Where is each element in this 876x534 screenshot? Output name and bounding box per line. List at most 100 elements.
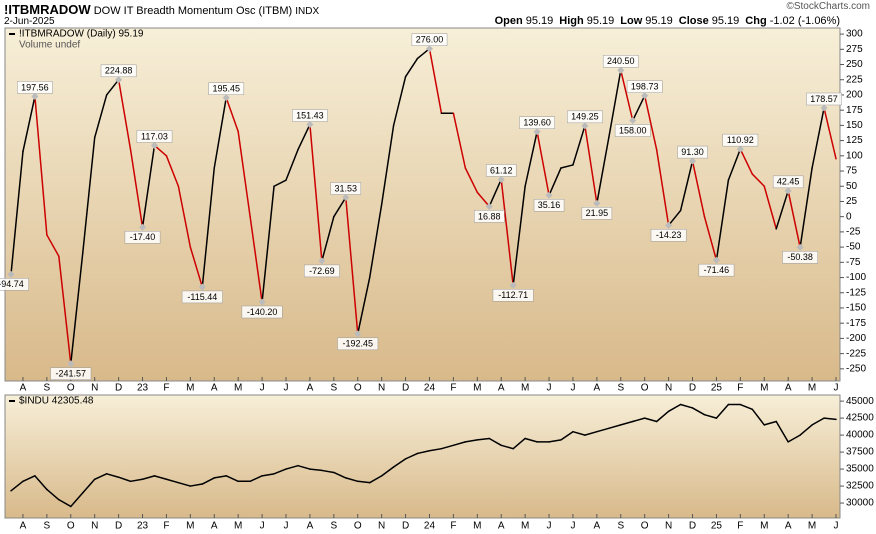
- value-label: -17.40: [124, 223, 161, 244]
- line-segment: [500, 444, 514, 450]
- value-label: 110.92: [722, 133, 759, 153]
- value-label: 195.45: [208, 82, 245, 102]
- value-label-box: [650, 229, 687, 242]
- point-marker: [533, 128, 541, 136]
- line-segment: [643, 94, 658, 151]
- x-tick-label: A: [785, 521, 792, 532]
- line-segment: [608, 424, 622, 430]
- indicator-name: DOW IT Breadth Momentum Osc (ITBM): [93, 5, 293, 17]
- line-segment: [165, 478, 180, 484]
- line-segment: [10, 480, 24, 492]
- line-segment: [201, 477, 216, 485]
- legend: $INDU 42305.48: [9, 396, 94, 407]
- line-segment: [452, 441, 467, 447]
- line-segment: [739, 148, 754, 175]
- value-label-text: -14.23: [656, 230, 682, 240]
- line-segment: [500, 178, 514, 287]
- line-segment: [58, 498, 72, 508]
- value-label: 151.43: [292, 109, 328, 129]
- x-tick-label: S: [617, 383, 624, 394]
- line-segment: [464, 439, 479, 443]
- line-segment: [584, 125, 598, 205]
- title-row: !ITBMRADOW DOW IT Breadth Momentum Osc (…: [4, 2, 319, 17]
- line-segment: [464, 167, 479, 194]
- value-label: -192.45: [337, 330, 379, 351]
- y-tick-label: -175: [846, 318, 866, 329]
- line-segment: [524, 130, 538, 187]
- stat-value: 95.19: [645, 15, 673, 27]
- line-segment: [548, 439, 562, 443]
- y-tick-label: 0: [846, 211, 852, 222]
- line-segment: [667, 209, 682, 227]
- value-label-text: 276.00: [416, 35, 444, 45]
- value-label-box: [614, 124, 651, 137]
- line-segment: [428, 447, 443, 452]
- point-marker: [736, 145, 744, 153]
- value-label: -50.38: [782, 243, 818, 264]
- x-tick-label: A: [498, 521, 505, 532]
- value-label-text: -115.44: [187, 292, 217, 302]
- value-label: 117.03: [136, 130, 173, 149]
- y-tick-label: 42500: [846, 413, 874, 424]
- value-label-box: [100, 64, 137, 78]
- value-label-box: [124, 231, 161, 244]
- line-segment: [368, 203, 383, 279]
- x-tick-label: M: [521, 521, 529, 532]
- x-tick-label: N: [91, 383, 98, 394]
- value-label-text: 91.30: [681, 147, 704, 157]
- line-segment: [763, 185, 777, 230]
- value-label-text: 31.53: [335, 183, 358, 193]
- line-segment: [631, 417, 646, 423]
- value-label-text: 149.25: [571, 112, 599, 122]
- value-label-box: [337, 337, 379, 351]
- date: 2-Jun-2025: [4, 16, 55, 27]
- line-segment: [596, 427, 610, 433]
- point-marker: [342, 193, 350, 202]
- x-tick-label: M: [808, 521, 816, 532]
- x-tick-label: D: [402, 383, 409, 394]
- value-label: 42.45: [772, 175, 804, 195]
- point-marker: [712, 256, 720, 264]
- line-segment: [560, 164, 574, 169]
- line-segment: [787, 190, 801, 249]
- x-tick-label: 25: [711, 383, 723, 394]
- x-tick-label: N: [665, 521, 672, 532]
- y-tick-label: -25: [846, 227, 861, 238]
- x-tick-label: J: [284, 383, 289, 394]
- point-marker: [820, 104, 828, 112]
- line-segment: [70, 492, 84, 508]
- value-label: -14.23: [650, 221, 687, 242]
- value-label-text: 178.57: [810, 94, 838, 104]
- line-segment: [751, 408, 766, 426]
- line-segment: [799, 167, 813, 249]
- line-segment: [620, 69, 634, 122]
- x-tick-label: F: [737, 383, 743, 394]
- value-label-text: -140.20: [247, 307, 278, 317]
- line-segment: [105, 473, 120, 478]
- y-tick-label: 175: [846, 105, 863, 116]
- line-segment: [512, 437, 526, 450]
- x-tick-label: J: [284, 521, 289, 532]
- line-segment: [691, 407, 706, 416]
- y-tick-label: 250: [846, 59, 863, 70]
- value-label-box: [17, 81, 53, 94]
- x-tick-label: O: [67, 521, 75, 532]
- value-label-box: [485, 164, 517, 177]
- value-label-box: [50, 367, 92, 380]
- x-tick-label: A: [20, 383, 27, 394]
- value-label-text: -241.57: [56, 369, 87, 379]
- line-segment: [93, 94, 108, 139]
- line-segment: [189, 246, 204, 288]
- point-marker: [688, 157, 697, 165]
- line-segment: [261, 473, 275, 477]
- line-segment: [823, 107, 837, 160]
- line-segment: [321, 215, 335, 262]
- line-segment: [333, 196, 347, 218]
- x-tick-label: S: [330, 521, 337, 532]
- line-segment: [34, 95, 48, 236]
- point-marker: [198, 283, 206, 291]
- line-segment: [141, 144, 156, 229]
- x-tick-label: S: [44, 521, 51, 532]
- value-label: -115.44: [181, 283, 223, 304]
- y-tick-label: 40000: [846, 430, 874, 441]
